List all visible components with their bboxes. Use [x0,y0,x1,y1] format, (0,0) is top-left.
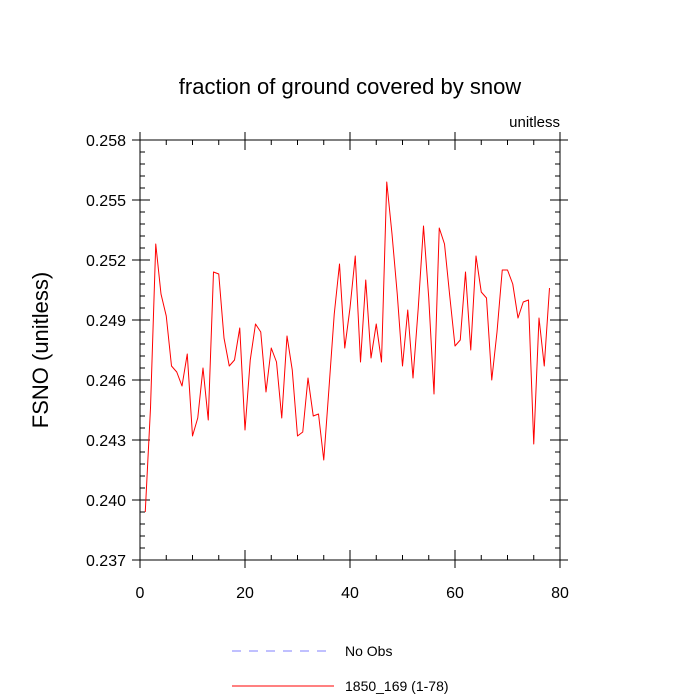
legend: No Obs 1850_169 (1-78) [232,643,449,694]
y-axis-label: FSNO (unitless) [28,272,53,428]
series-layer [144,181,550,513]
legend-label: 1850_169 (1-78) [345,678,449,694]
chart-title: fraction of ground covered by snow [179,74,522,99]
x-tick-label: 20 [236,585,254,602]
y-tick-label: 0.249 [86,313,126,330]
x-tick-label: 60 [446,585,464,602]
y-tick-label: 0.252 [86,253,126,270]
axis-ticks: 0 20 40 60 80 0.237 0.240 0.243 0.246 0.249 0.252 0… [86,132,569,602]
y-tick-label: 0.237 [86,553,126,570]
y-tick-label: 0.246 [86,373,126,390]
units-label: unitless [509,114,560,131]
y-tick-label: 0.258 [86,133,126,150]
x-tick-label: 40 [341,585,359,602]
plot-frame [139,139,561,561]
series-line [144,181,550,513]
y-tick-label: 0.240 [86,493,126,510]
legend-label: No Obs [345,643,392,659]
x-tick-label: 0 [136,585,145,602]
y-tick-label: 0.255 [86,193,126,210]
y-tick-label: 0.243 [86,433,126,450]
x-tick-label: 80 [551,585,569,602]
